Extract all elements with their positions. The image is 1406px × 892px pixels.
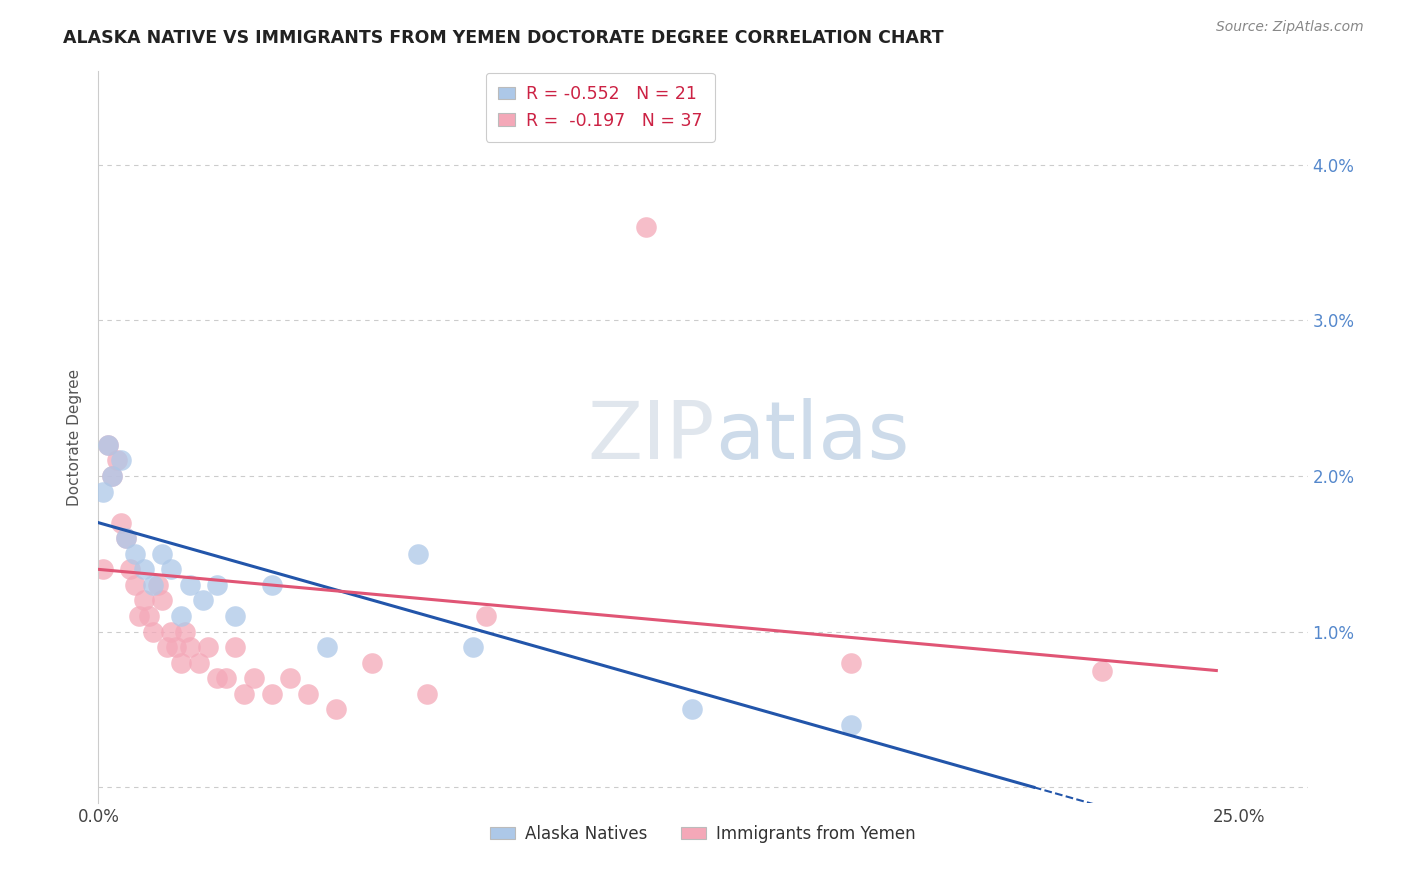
Point <box>233 687 256 701</box>
Point <box>205 671 228 685</box>
Point <box>361 656 384 670</box>
Legend: Alaska Natives, Immigrants from Yemen: Alaska Natives, Immigrants from Yemen <box>484 818 922 849</box>
Point <box>169 656 191 670</box>
Text: atlas: atlas <box>716 398 910 476</box>
Point <box>169 609 191 624</box>
Point <box>224 609 246 624</box>
Point <box>160 624 183 639</box>
Point <box>146 578 169 592</box>
Point <box>114 531 136 545</box>
Text: Source: ZipAtlas.com: Source: ZipAtlas.com <box>1216 20 1364 34</box>
Point <box>461 640 484 655</box>
Point <box>142 624 165 639</box>
Point <box>179 640 201 655</box>
Point <box>120 562 142 576</box>
Point <box>406 547 429 561</box>
Text: ALASKA NATIVE VS IMMIGRANTS FROM YEMEN DOCTORATE DEGREE CORRELATION CHART: ALASKA NATIVE VS IMMIGRANTS FROM YEMEN D… <box>63 29 943 46</box>
Point <box>138 609 160 624</box>
Point <box>205 578 228 592</box>
Point <box>839 718 862 732</box>
Point <box>174 624 197 639</box>
Point <box>1091 664 1114 678</box>
Point <box>165 640 187 655</box>
Point <box>91 484 114 499</box>
Point <box>839 656 862 670</box>
Point <box>260 578 283 592</box>
Point <box>416 687 439 701</box>
Point <box>96 438 118 452</box>
Point <box>101 469 124 483</box>
Point <box>114 531 136 545</box>
Point <box>150 593 173 607</box>
Point <box>242 671 264 685</box>
Point <box>634 219 657 234</box>
Point <box>278 671 301 685</box>
Point <box>110 453 132 467</box>
Point <box>105 453 128 467</box>
Point <box>160 562 183 576</box>
Point <box>193 593 215 607</box>
Point <box>681 702 703 716</box>
Point <box>315 640 337 655</box>
Point <box>297 687 319 701</box>
Point <box>101 469 124 483</box>
Point <box>132 562 155 576</box>
Point <box>224 640 246 655</box>
Point <box>150 547 173 561</box>
Point <box>179 578 201 592</box>
Point <box>215 671 238 685</box>
Y-axis label: Doctorate Degree: Doctorate Degree <box>67 368 83 506</box>
Point <box>132 593 155 607</box>
Point <box>124 578 146 592</box>
Point <box>110 516 132 530</box>
Point <box>142 578 165 592</box>
Point <box>197 640 219 655</box>
Point <box>91 562 114 576</box>
Point <box>128 609 150 624</box>
Point <box>475 609 498 624</box>
Point <box>260 687 283 701</box>
Text: ZIP: ZIP <box>588 398 716 476</box>
Point <box>156 640 179 655</box>
Point <box>187 656 209 670</box>
Point <box>124 547 146 561</box>
Point <box>96 438 118 452</box>
Point <box>325 702 347 716</box>
